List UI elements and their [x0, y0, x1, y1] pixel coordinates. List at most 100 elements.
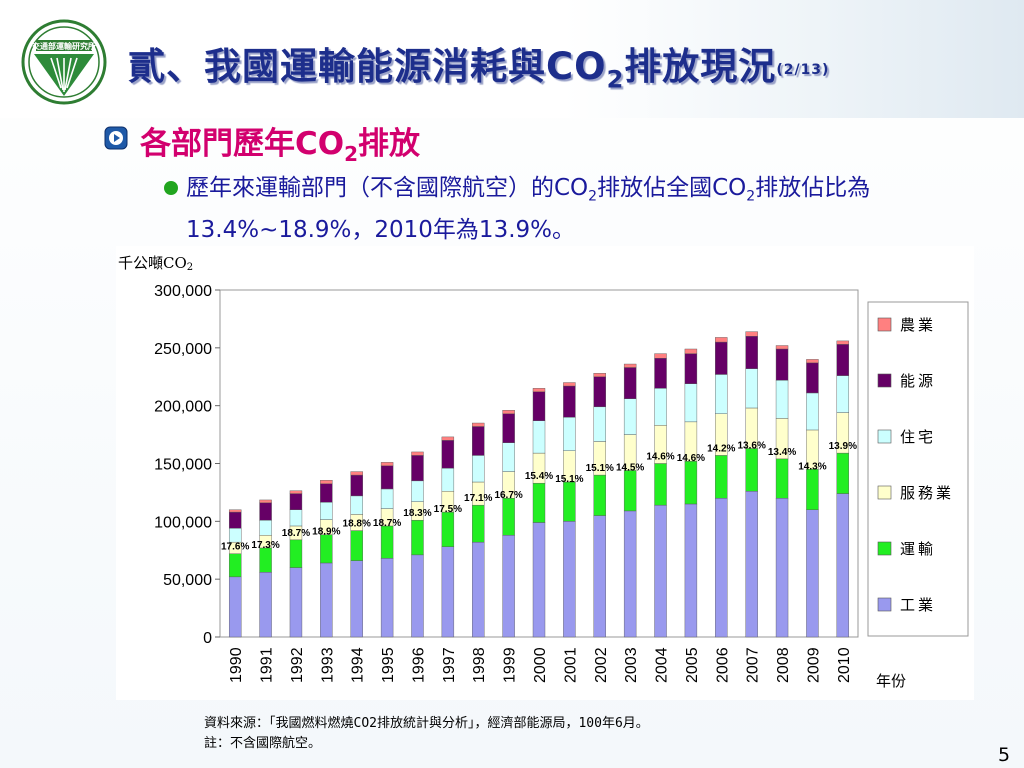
- bar-segment: [380, 488, 394, 509]
- bar-segment: [775, 497, 789, 638]
- source-note: 資料來源：「我國燃料燃燒CO2排放統計與分析」，經濟部能源局，100年6月。 註…: [204, 714, 649, 754]
- x-tick-label: 1990: [228, 647, 245, 683]
- x-tick-label: 1998: [471, 647, 488, 683]
- bar-segment: [623, 510, 637, 638]
- transport-share-label: 17.1%: [464, 493, 492, 504]
- legend-swatch: [877, 485, 892, 500]
- bullet-dot: [164, 181, 178, 195]
- bar-segment: [745, 331, 758, 337]
- y-tick-label: 100,000: [154, 514, 212, 531]
- transport-share-label: 14.3%: [798, 461, 826, 472]
- x-tick-label: 2005: [684, 647, 701, 683]
- bar-segment: [472, 426, 485, 456]
- bar-segment: [320, 480, 333, 484]
- bar-segment: [228, 511, 242, 529]
- transport-share-label: 17.6%: [221, 542, 249, 553]
- bar-segment: [441, 511, 455, 547]
- bar-segment: [593, 474, 606, 516]
- transport-share-label: 14.5%: [616, 462, 644, 473]
- bar-segment: [441, 436, 455, 441]
- bar-segment: [836, 452, 850, 494]
- bar-segment: [745, 368, 758, 409]
- bar-segment: [380, 462, 394, 467]
- x-tick-label: 1992: [289, 647, 306, 683]
- transport-share-label: 15.4%: [525, 471, 553, 482]
- y-tick-label: 250,000: [154, 341, 212, 358]
- bar-segment: [289, 493, 303, 510]
- transport-share-label: 13.9%: [829, 441, 857, 452]
- bar-segment: [350, 530, 363, 561]
- bar-segment: [775, 380, 789, 419]
- bar-segment: [654, 388, 667, 426]
- bar-segment: [563, 385, 576, 418]
- section-heading: 各部門歷年CO2排放: [140, 126, 421, 167]
- bar-segment: [775, 348, 789, 381]
- bar-segment: [593, 515, 606, 638]
- transport-share-label: 18.9%: [312, 527, 340, 538]
- bar-segment: [259, 547, 272, 573]
- bar-segment: [684, 460, 698, 505]
- x-tick-label: 1995: [380, 647, 397, 683]
- bar-segment: [532, 420, 546, 454]
- legend-swatch: [877, 541, 892, 556]
- bar-segment: [289, 509, 303, 527]
- y-tick-label: 300,000: [154, 283, 212, 300]
- bar-segment: [593, 406, 606, 442]
- bar-segment: [289, 539, 303, 568]
- bar-segment: [836, 493, 850, 638]
- bar-segment: [806, 469, 819, 510]
- bar-segment: [228, 528, 242, 543]
- bar-segment: [289, 567, 303, 638]
- legend-label: 服務業: [900, 484, 954, 502]
- bar-segment: [350, 471, 363, 476]
- play-bullet-icon: [104, 126, 128, 150]
- bar-segment: [320, 502, 333, 520]
- bar-segment: [502, 413, 515, 443]
- transport-share-label: 15.1%: [555, 474, 583, 485]
- x-tick-label: 1997: [441, 647, 458, 683]
- bar-segment: [411, 554, 424, 638]
- x-tick-label: 1996: [410, 647, 427, 683]
- x-tick-label: 1999: [502, 647, 519, 683]
- x-tick-label: 2003: [623, 647, 640, 683]
- bar-segment: [563, 382, 576, 387]
- bar-segment: [320, 562, 333, 638]
- transport-share-label: 18.7%: [373, 518, 401, 529]
- y-tick-label: 0: [203, 630, 212, 647]
- bar-segment: [411, 519, 424, 556]
- bar-segment: [411, 480, 424, 502]
- bar-segment: [259, 499, 272, 504]
- bar-segment: [472, 422, 485, 427]
- legend-box: [867, 301, 969, 637]
- bar-segment: [745, 336, 758, 369]
- bar-segment: [532, 388, 546, 392]
- legend-label: 農業: [900, 316, 936, 334]
- x-tick-label: 2008: [775, 647, 792, 683]
- bar-segment: [380, 525, 394, 559]
- legend-swatch: [877, 597, 892, 612]
- bar-segment: [806, 392, 819, 431]
- bar-segment: [228, 509, 242, 513]
- bar-segment: [441, 546, 455, 638]
- bar-segment: [836, 344, 850, 376]
- bar-segment: [259, 519, 272, 536]
- legend-label: 運輸: [900, 540, 936, 558]
- bar-segment: [623, 367, 637, 399]
- bar-segment: [684, 348, 698, 354]
- x-axis-label: 年份: [876, 672, 906, 690]
- bar-segment: [411, 451, 424, 456]
- bar-segment: [715, 337, 728, 343]
- source-text: 資料來源：「我國燃料燃燒CO2排放統計與分析」，經濟部能源局，100年6月。: [204, 716, 649, 731]
- bar-segment: [532, 391, 546, 421]
- bar-segment: [502, 410, 515, 414]
- page-title: 貳、我國運輸能源消耗與CO2排放現況(2/13): [128, 45, 830, 94]
- note-text: 註：不含國際航空。: [204, 736, 322, 751]
- transport-share-label: 14.2%: [707, 443, 735, 454]
- bar-segment: [684, 353, 698, 384]
- transport-share-label: 17.3%: [251, 540, 279, 551]
- bar-segment: [472, 455, 485, 483]
- bar-segment: [654, 353, 667, 359]
- bar-segment: [502, 535, 515, 638]
- transport-share-label: 17.5%: [434, 504, 462, 515]
- x-tick-label: 2007: [745, 647, 762, 683]
